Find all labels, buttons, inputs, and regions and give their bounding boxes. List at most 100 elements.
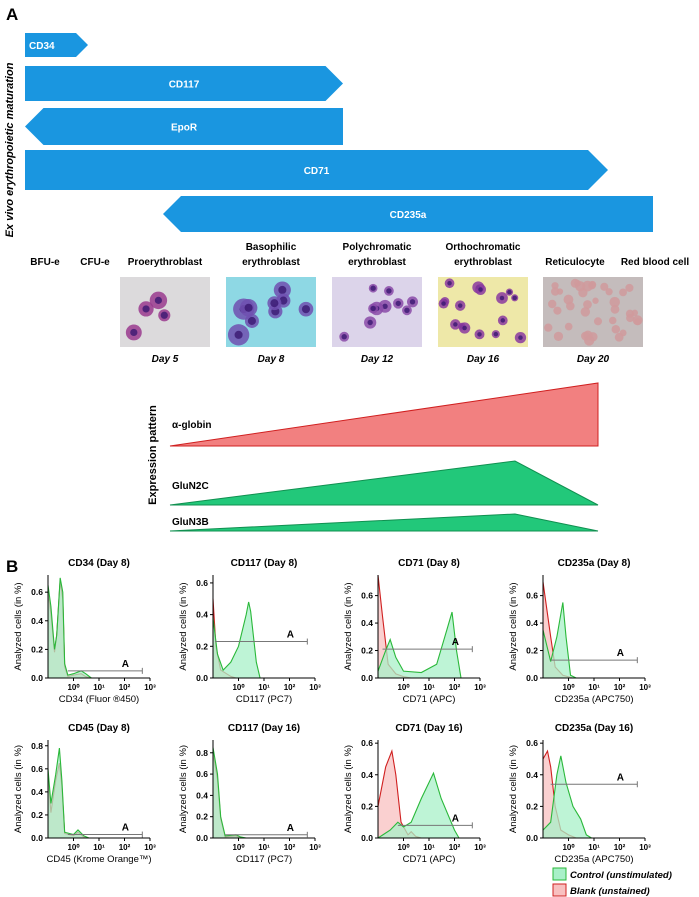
x-tick-label: 10⁰ (562, 843, 575, 852)
expression-label-alpha-globin: α-globin (172, 420, 211, 431)
y-tick-label: 0.0 (31, 673, 43, 683)
histogram-1: CD117 (Day 8) 0.0 0.2 0.4 0.6 10⁰ 10¹ 10² 10³ CD1… (178, 558, 321, 705)
micrograph-day-20 (543, 277, 643, 347)
x-axis-label: CD117 (PC7) (236, 854, 292, 865)
y-axis-label: Analyzed cells (in %) (508, 745, 519, 833)
cell-nucleus (270, 299, 279, 308)
cell-nucleus (507, 289, 512, 295)
marker-arrow-label: CD235a (390, 210, 427, 221)
y-axis-label: Analyzed cells (in %) (508, 582, 519, 670)
cell (580, 307, 591, 317)
stage-label: Reticulocyte (545, 257, 605, 268)
x-tick-label: 10¹ (423, 843, 435, 852)
cell (605, 288, 613, 296)
day-label: Day 12 (361, 354, 394, 365)
gate-label: A (122, 823, 129, 834)
y-tick-label: 0.4 (196, 790, 208, 800)
day-label: Day 16 (467, 354, 500, 365)
chart-title: CD71 (Day 8) (398, 558, 460, 569)
stage-label: BFU-e (30, 257, 60, 268)
marker-arrow-label: CD71 (304, 166, 330, 177)
cell (566, 301, 575, 311)
y-axis-label: Analyzed cells (in %) (13, 582, 24, 670)
y-tick-label: 0.2 (526, 646, 538, 656)
marker-arrow-cd71 (25, 150, 608, 190)
x-axis-label: CD235a (APC750) (554, 694, 633, 705)
expression-label-glun2c: GluN2C (172, 481, 209, 492)
x-tick-label: 10¹ (93, 683, 105, 692)
cell (593, 317, 603, 326)
cell-nucleus (278, 285, 287, 295)
x-axis-label: CD71 (APC) (403, 854, 456, 865)
chart-title: CD117 (Day 16) (228, 723, 300, 734)
expression-shape-2 (169, 513, 599, 532)
cell-nucleus (499, 295, 505, 301)
y-axis-label: Analyzed cells (in %) (343, 745, 354, 833)
micrograph-day-16 (438, 277, 528, 347)
y-tick-label: 0.4 (526, 618, 538, 628)
control-line (47, 747, 90, 839)
cell-nucleus (142, 305, 150, 313)
cell (548, 299, 557, 309)
y-tick-label: 0.4 (526, 770, 538, 780)
x-tick-label: 10² (119, 843, 131, 852)
cell-nucleus (367, 319, 373, 326)
cell (600, 282, 609, 291)
cell (574, 279, 581, 287)
cell (631, 309, 639, 317)
y-tick-label: 0.6 (31, 764, 43, 774)
x-tick-label: 10⁰ (232, 683, 245, 692)
cell (619, 288, 627, 297)
blank-area (543, 581, 573, 678)
stage-label: erythroblast (454, 257, 512, 268)
marker-arrow-cd117 (25, 66, 343, 101)
chart-title: CD117 (Day 8) (231, 558, 298, 569)
micrograph-day-5 (120, 277, 210, 347)
cell-nucleus (247, 316, 256, 325)
cell (578, 288, 588, 298)
y-tick-label: 0.6 (526, 591, 538, 601)
chart-title: CD235a (Day 16) (555, 723, 633, 734)
chart-title: CD235a (Day 8) (558, 558, 631, 569)
cell (553, 306, 562, 315)
x-tick-label: 10² (614, 843, 626, 852)
x-tick-label: 10² (449, 683, 461, 692)
legend-label: Blank (unstained) (570, 886, 650, 897)
marker-arrow-cd235a (163, 196, 653, 232)
x-tick-label: 10³ (639, 683, 651, 692)
gate-label: A (287, 630, 294, 641)
x-axis-label: CD117 (PC7) (236, 694, 292, 705)
x-tick-label: 10¹ (588, 683, 600, 692)
cell (550, 287, 560, 296)
control-line (377, 771, 460, 839)
control-line (212, 601, 261, 679)
marker-arrow-label: CD34 (29, 41, 55, 52)
day-label: Day 20 (577, 354, 610, 365)
y-tick-label: 0.2 (526, 801, 538, 811)
marker-arrow-epor (25, 108, 343, 145)
cell-nucleus (477, 332, 482, 337)
x-axis-label: CD34 (Fluor ®450) (59, 694, 139, 705)
panel-b-label: B (6, 557, 18, 576)
x-axis-label: CD235a (APC750) (554, 854, 633, 865)
control-line (212, 747, 247, 839)
y-tick-label: 0.4 (361, 618, 373, 628)
cell-nucleus (386, 288, 392, 294)
cell-nucleus (478, 287, 483, 292)
cell (551, 282, 559, 290)
legend-swatch (552, 867, 567, 881)
y-tick-label: 0.0 (526, 833, 538, 843)
cell (614, 332, 624, 342)
panel-a-label: A (6, 5, 18, 24)
x-tick-label: 10¹ (588, 843, 600, 852)
x-tick-label: 10³ (144, 683, 156, 692)
cell-nucleus (244, 303, 253, 312)
chart-title: CD71 (Day 16) (395, 723, 462, 734)
x-tick-label: 10³ (144, 843, 156, 852)
y-tick-label: 0.0 (526, 673, 538, 683)
x-tick-label: 10² (284, 843, 296, 852)
y-axis-label: Analyzed cells (in %) (178, 745, 189, 833)
x-tick-label: 10² (119, 683, 131, 692)
marker-arrow-label: CD117 (169, 80, 200, 91)
x-tick-label: 10¹ (423, 683, 435, 692)
